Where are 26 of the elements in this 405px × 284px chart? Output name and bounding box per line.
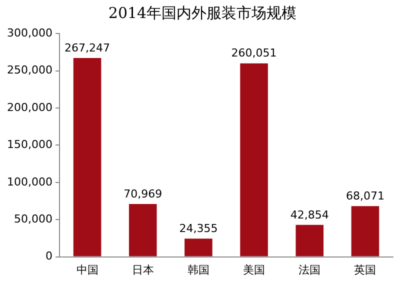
data-label: 68,071 — [346, 190, 384, 203]
data-label: 42,854 — [290, 208, 329, 222]
x-tick-label: 英国 — [354, 263, 376, 276]
x-tick-label: 日本 — [132, 263, 154, 276]
y-tick-label: 50,000 — [14, 212, 52, 226]
bar — [128, 204, 157, 256]
bar — [351, 206, 380, 256]
bar — [240, 63, 268, 256]
chart-title: 2014年国内外服装市场规模 — [107, 3, 298, 24]
y-tick-label: 150,000 — [6, 138, 52, 152]
y-tick-label: 250,000 — [6, 64, 52, 77]
bar — [184, 238, 212, 256]
bar — [296, 224, 324, 256]
data-label: 260,051 — [231, 46, 277, 60]
y-tick-label: 300,000 — [6, 26, 52, 40]
data-label: 267,247 — [64, 41, 110, 54]
data-label: 70,969 — [124, 187, 162, 200]
x-tick-label: 中国 — [76, 263, 98, 276]
y-tick-label: 200,000 — [6, 100, 52, 114]
x-tick-label: 法国 — [298, 263, 321, 276]
y-tick-label: 0 — [45, 250, 52, 263]
x-tick-label: 韩国 — [187, 263, 210, 276]
y-tick-label: 100,000 — [6, 175, 52, 188]
x-tick-label: 美国 — [243, 263, 266, 276]
data-label: 24,355 — [179, 222, 218, 236]
bar — [73, 58, 102, 256]
